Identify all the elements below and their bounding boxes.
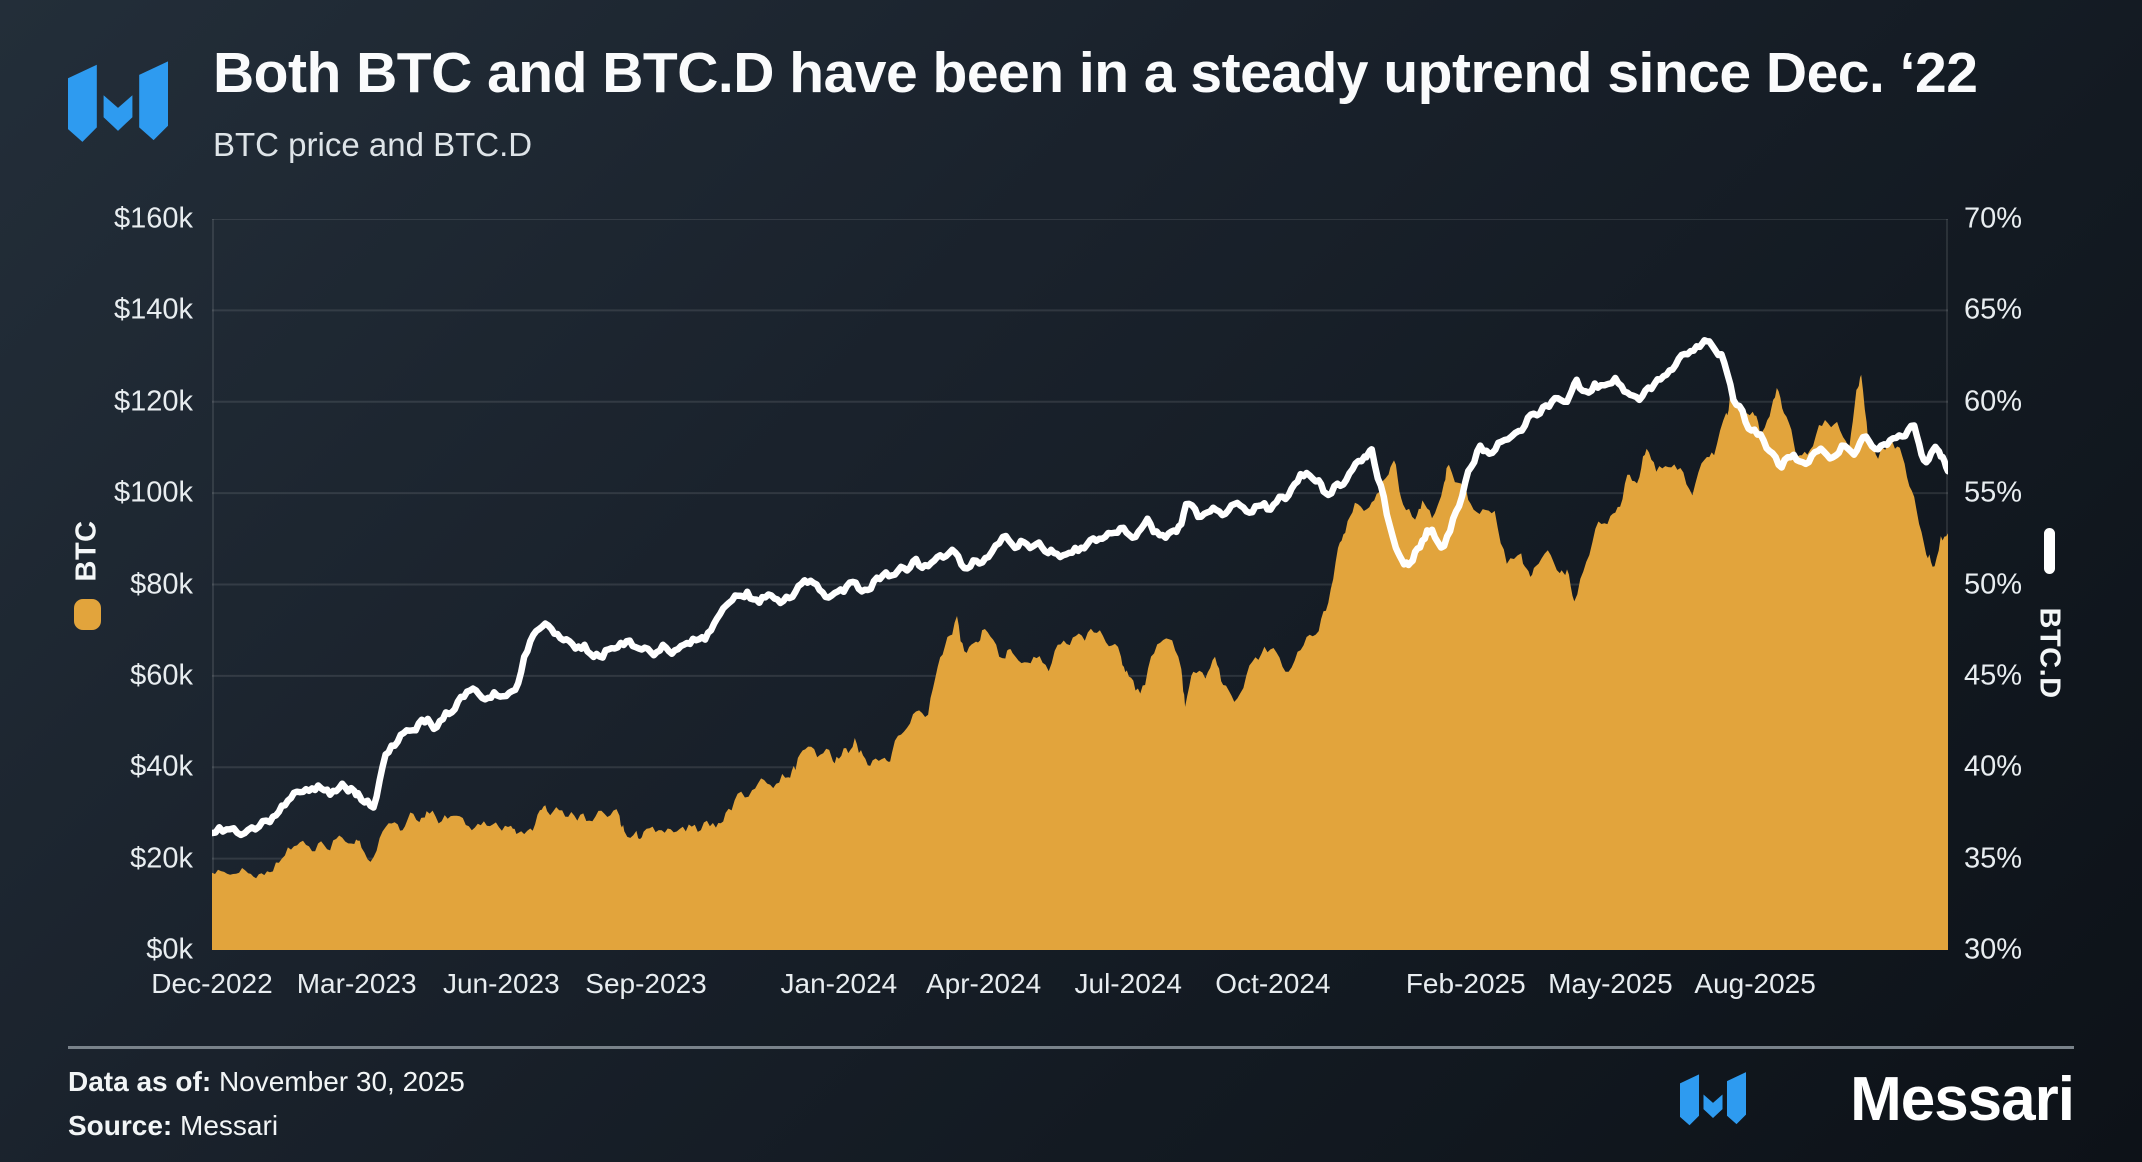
header: Both BTC and BTC.D have been in a steady…: [68, 38, 2074, 168]
x-tick-label: Jul-2024: [1074, 968, 1182, 999]
y-right-tick-label: 45%: [1964, 659, 2023, 692]
x-tick-label: Aug-2025: [1694, 968, 1816, 999]
source-value: Messari: [180, 1110, 279, 1141]
x-tick-label: Apr-2024: [925, 968, 1042, 999]
y-axis-left: $0k $20k $40k $60k $80k $100k $120k $140k $160k: [0, 203, 193, 966]
y-left-tick-label: $160k: [113, 202, 193, 235]
messari-wordmark: Messari: [1850, 1065, 2075, 1134]
data-as-of: Data as of: November 30, 2025: [68, 1066, 465, 1098]
y-right-tick-label: 55%: [1964, 476, 2023, 509]
y-right-tick-label: 50%: [1964, 568, 2023, 600]
source-label: Source:: [68, 1110, 173, 1141]
y-left-tick-label: $40k: [130, 750, 193, 783]
x-tick-label: Mar-2023: [296, 968, 417, 999]
page-title: Both BTC and BTC.D have been in a steady…: [213, 41, 1978, 105]
y-right-tick-label: 65%: [1964, 293, 2023, 326]
y-left-tick-label: $100k: [113, 476, 193, 509]
messari-footer-logo-icon: [1680, 1072, 1746, 1126]
x-tick-label: Oct-2024: [1215, 968, 1331, 999]
y-left-tick-label: $120k: [113, 385, 193, 418]
btc-price-area: [212, 374, 1948, 950]
data-as-of-value: November 30, 2025: [218, 1066, 465, 1097]
y-axis-right: 30% 35% 40% 45% 50% 55% 60% 65% 70%: [1964, 203, 2142, 966]
x-tick-label: May-2025: [1548, 968, 1673, 999]
y-left-tick-label: $60k: [130, 659, 193, 692]
footer-divider: [68, 1046, 2074, 1049]
y-left-tick-label: $140k: [113, 293, 193, 326]
legend-btc-label: BTC: [70, 520, 103, 582]
legend-btcd: BTC.D: [2022, 528, 2076, 699]
legend-btc: BTC: [62, 520, 112, 630]
y-right-tick-label: 60%: [1964, 385, 2023, 418]
btcd-line-swatch-icon: [2043, 528, 2055, 574]
y-right-tick-label: 30%: [1964, 933, 2023, 966]
btc-area-swatch-icon: [73, 599, 101, 630]
btcd-line: [212, 337, 1948, 839]
page-subtitle: BTC price and BTC.D: [213, 126, 533, 163]
chart-canvas: [212, 219, 1948, 950]
y-left-tick-label: $0k: [146, 933, 193, 966]
y-left-tick-label: $80k: [130, 568, 193, 600]
source: Source: Messari: [68, 1110, 278, 1142]
x-tick-label: Dec-2022: [151, 968, 273, 999]
footer: Data as of: November 30, 2025 Source: Me…: [68, 1062, 2075, 1152]
y-right-tick-label: 40%: [1964, 750, 2023, 783]
x-tick-label: Sep-2023: [585, 968, 707, 999]
legend-btcd-label: BTC.D: [2033, 607, 2066, 699]
x-tick-label: Jan-2024: [780, 968, 898, 999]
y-left-tick-label: $20k: [130, 842, 193, 875]
x-tick-label: Jun-2023: [442, 968, 560, 999]
x-axis: Dec-2022 Mar-2023 Jun-2023 Sep-2023 Jan-2024…: [151, 968, 1948, 1010]
x-tick-label: Feb-2025: [1405, 968, 1526, 999]
messari-logo-icon: [68, 61, 168, 142]
y-right-tick-label: 70%: [1964, 202, 2023, 235]
y-right-tick-label: 35%: [1964, 842, 2023, 875]
data-as-of-label: Data as of:: [68, 1066, 212, 1097]
